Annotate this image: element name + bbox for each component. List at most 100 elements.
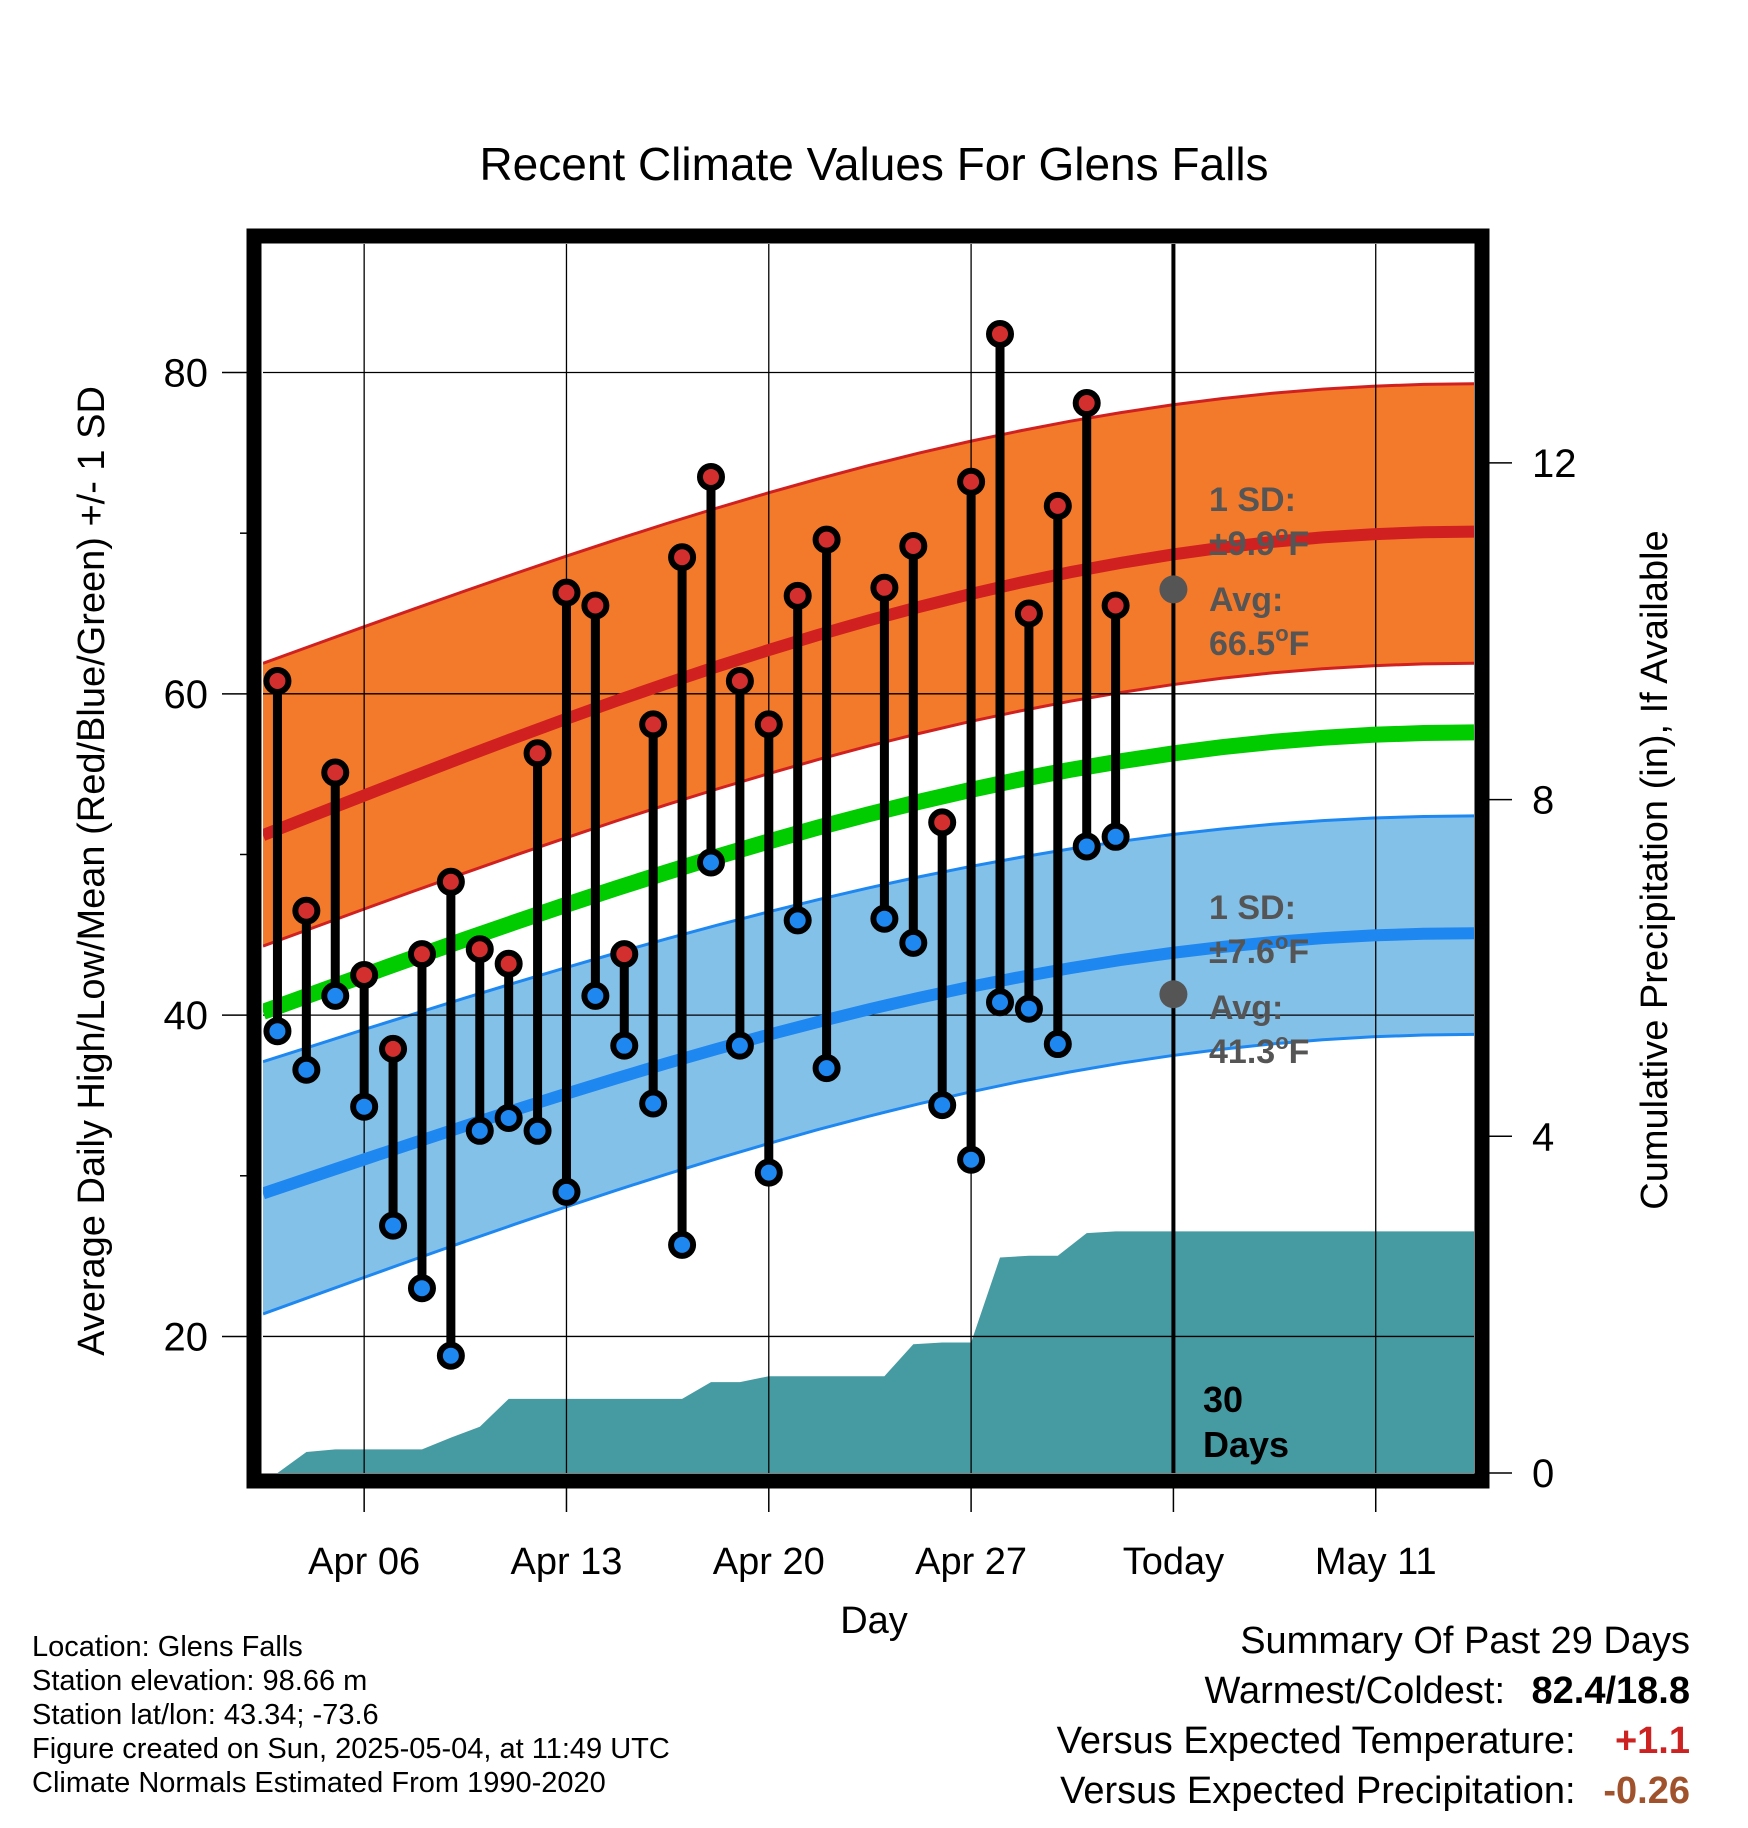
x-tick-label: May 11 — [1315, 1541, 1437, 1583]
observed-low-dot — [957, 1145, 986, 1174]
observed-low-dot — [783, 906, 812, 935]
y-tick-label: 60 — [164, 673, 209, 717]
observed-high-dot — [668, 543, 697, 572]
y-right-tick-label: 12 — [1532, 442, 1577, 486]
summary-temp-label: Versus Expected Temperature: — [1056, 1720, 1576, 1762]
observed-low-dot — [321, 981, 350, 1010]
observed-high-dot — [379, 1034, 408, 1063]
observed-high-dot — [754, 710, 783, 739]
plot-area — [263, 244, 1474, 1473]
observed-low-dot — [263, 1017, 292, 1046]
observed-high-dot — [783, 581, 812, 610]
high-avg-value: 66.5oF — [1209, 621, 1309, 663]
observed-low-dot — [812, 1054, 841, 1083]
low-sd-value: ±7.6oF — [1209, 929, 1309, 971]
observed-low-dot — [407, 1274, 436, 1303]
observed-high-dot — [523, 739, 552, 768]
observed-low-dot — [552, 1177, 581, 1206]
mean-normal-line — [263, 724, 1474, 1020]
high-sd-label: 1 SD: — [1209, 481, 1296, 519]
observed-low-dot — [870, 904, 899, 933]
observed-high-dot — [494, 949, 523, 978]
observed-low-dot — [494, 1103, 523, 1132]
observed-high-dot — [465, 935, 494, 964]
observed-low-dot — [581, 981, 610, 1010]
y-axis-right-label: Cumulative Precipitation (in), If Availa… — [1634, 530, 1676, 1209]
days-count-label: 30 — [1203, 1379, 1243, 1420]
x-tick-label: Today — [1123, 1541, 1224, 1583]
summary-warm-cold-label: Warmest/Coldest: — [1204, 1670, 1506, 1712]
footer-normals: Climate Normals Estimated From 1990-2020 — [32, 1767, 606, 1799]
high-avg-label: Avg: — [1209, 581, 1283, 619]
x-tick-label: Apr 20 — [713, 1541, 825, 1583]
observed-high-dot — [292, 896, 321, 925]
observed-high-dot — [812, 525, 841, 554]
low-sd-label: 1 SD: — [1209, 889, 1296, 927]
footer-info: Location: Glens Falls Station elevation:… — [32, 1630, 670, 1800]
observed-low-dot — [1072, 832, 1101, 861]
observed-high-dot — [986, 319, 1015, 348]
footer-latlon: Station lat/lon: 43.34; -73.6 — [32, 1699, 379, 1731]
days-word-label: Days — [1203, 1424, 1289, 1465]
low-avg-line — [263, 927, 1474, 1200]
x-tick-label: Apr 27 — [915, 1541, 1027, 1583]
observed-high-dot — [436, 867, 465, 896]
observed-low-dot — [899, 928, 928, 957]
observed-low-dot — [1101, 822, 1130, 851]
observed-high-dot — [350, 960, 379, 989]
summary-precip-label: Versus Expected Precipitation: — [1060, 1770, 1576, 1812]
observed-low-dot — [610, 1031, 639, 1060]
observed-low-dot — [292, 1055, 321, 1084]
observed-high-dot — [1072, 389, 1101, 418]
observed-high-dot — [957, 467, 986, 496]
observed-high-dot — [870, 573, 899, 602]
observed-high-dot — [610, 940, 639, 969]
observed-low-dot — [696, 848, 725, 877]
observed-high-dot — [1043, 491, 1072, 520]
high-sd-upper-line — [263, 382, 1474, 665]
observed-low-dot — [725, 1031, 754, 1060]
observed-high-dot — [899, 532, 928, 561]
low-sd-lower-line — [263, 1032, 1474, 1316]
high-today-marker — [1159, 575, 1188, 604]
observed-high-dot — [552, 578, 581, 607]
x-tick-label: Apr 13 — [510, 1541, 622, 1583]
summary-precip-value: -0.26 — [1603, 1770, 1690, 1812]
observed-low-dot — [639, 1089, 668, 1118]
observed-high-dot — [1014, 599, 1043, 628]
summary-temp-value: +1.1 — [1614, 1720, 1690, 1762]
low-avg-value: 41.3oF — [1209, 1029, 1309, 1071]
y-tick-label: 40 — [164, 994, 209, 1038]
footer-created: Figure created on Sun, 2025-05-04, at 11… — [32, 1733, 670, 1765]
y-right-tick-label: 0 — [1532, 1452, 1554, 1496]
observed-high-dot — [581, 591, 610, 620]
high-sd-lower-line — [263, 661, 1474, 948]
observed-high-dot — [928, 808, 957, 837]
observed-low-dot — [754, 1158, 783, 1187]
high-avg-line — [263, 525, 1474, 841]
observed-low-dot — [436, 1341, 465, 1370]
x-tick-label: Apr 06 — [308, 1541, 420, 1583]
chart-title: Recent Climate Values For Glens Falls — [479, 138, 1268, 190]
observed-high-dot — [1101, 591, 1130, 620]
y-axis-label: Average Daily High/Low/Mean (Red/Blue/Gr… — [71, 386, 113, 1356]
low-sd-upper-line — [263, 814, 1474, 1064]
summary-warm-cold-value: 82.4/18.8 — [1531, 1670, 1690, 1712]
y-tick-label: 20 — [164, 1315, 209, 1359]
observed-low-dot — [1014, 994, 1043, 1023]
summary-panel: Summary Of Past 29 Days Warmest/Coldest:… — [1057, 1620, 1690, 1820]
y-right-tick-label: 8 — [1532, 779, 1554, 823]
high-sd-value: ±9.9oF — [1209, 521, 1309, 563]
low-avg-label: Avg: — [1209, 989, 1283, 1027]
observed-high-dot — [407, 940, 436, 969]
observed-low-dot — [986, 988, 1015, 1017]
observed-high-dot — [639, 710, 668, 739]
observed-low-dot — [465, 1116, 494, 1145]
observed-low-dot — [523, 1116, 552, 1145]
footer-location: Location: Glens Falls — [32, 1631, 303, 1663]
x-axis-label: Day — [840, 1600, 908, 1642]
observed-low-dot — [668, 1230, 697, 1259]
y-tick-label: 80 — [164, 352, 209, 396]
observed-low-dot — [350, 1092, 379, 1121]
